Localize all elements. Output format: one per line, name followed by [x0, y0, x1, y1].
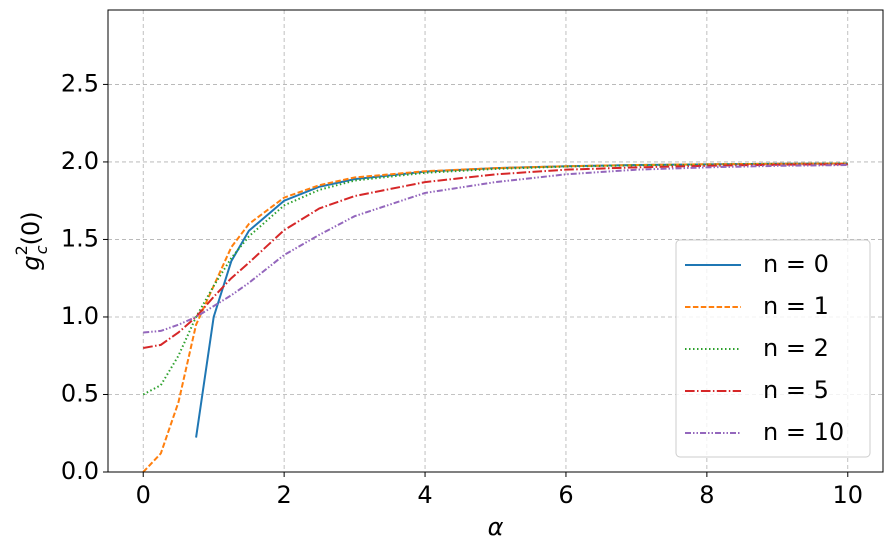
legend-label: n = 1: [763, 292, 829, 320]
legend-box: [675, 239, 871, 458]
y-tick-label: 2.5: [61, 69, 99, 97]
data-line: [142, 162, 848, 396]
x-tick-label: 6: [558, 481, 573, 509]
y-tick-label: 1.0: [61, 302, 99, 330]
x-tick-label: 10: [832, 481, 863, 509]
x-tick-label: 8: [699, 481, 714, 509]
y-tick-label: 0.5: [61, 379, 99, 407]
data-line: [143, 164, 848, 334]
y-axis-label: g2c(0): [12, 211, 51, 270]
data-line: [143, 163, 848, 349]
x-tick-label: 2: [276, 481, 291, 509]
y-label-sup: 2: [12, 245, 31, 255]
y-tick-label: 2.0: [61, 147, 99, 175]
x-axis-label: α: [488, 513, 504, 541]
legend-label: n = 10: [763, 418, 844, 446]
legend-label: n = 0: [763, 250, 829, 278]
y-tick-label: 0.0: [61, 457, 99, 485]
y-label-sub: c: [32, 245, 51, 254]
y-tick-label: 1.5: [61, 224, 99, 252]
x-tick-label: 0: [136, 481, 151, 509]
legend-label: n = 5: [763, 376, 829, 404]
y-label-base: g: [17, 255, 45, 270]
legend-label: n = 2: [763, 334, 829, 362]
plot-frame: [107, 9, 884, 473]
y-label-rest: (0): [17, 211, 45, 245]
x-tick-label: 4: [417, 481, 432, 509]
